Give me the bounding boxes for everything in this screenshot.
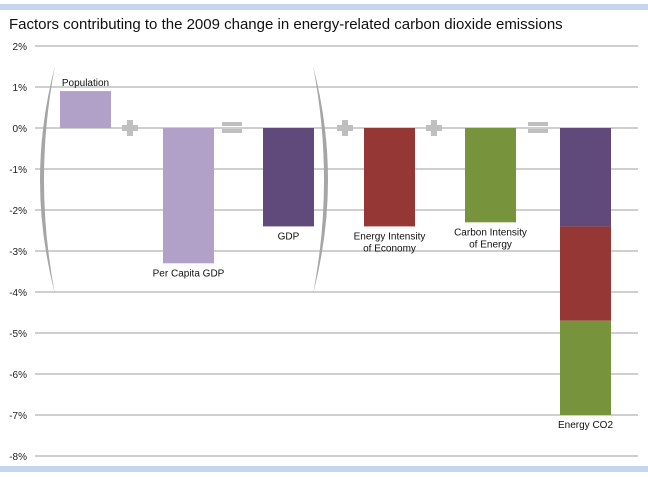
y-tick-label: -8% — [9, 452, 27, 463]
bar-label: Population — [62, 78, 109, 89]
y-tick-label: 1% — [13, 83, 28, 94]
bar-label: of Economy — [363, 243, 416, 254]
bar-label: of Energy — [469, 239, 512, 250]
bar-label: Energy Intensity — [354, 231, 426, 242]
plus-icon — [337, 120, 353, 136]
equals-icon — [222, 129, 242, 133]
plus-icon — [122, 120, 138, 136]
bar-segment — [163, 128, 214, 264]
top-band — [0, 4, 648, 10]
y-tick-label: 2% — [13, 42, 28, 53]
bar-label: Carbon Intensity — [454, 227, 527, 238]
y-tick-label: -5% — [9, 329, 27, 340]
chart-title: Factors contributing to the 2009 change … — [9, 16, 563, 33]
plus-icon — [426, 120, 442, 136]
bar-segment — [465, 128, 516, 223]
y-tick-label: -3% — [9, 247, 27, 258]
bar-label: GDP — [278, 231, 300, 242]
bar-segment — [560, 226, 611, 321]
bar-segment — [364, 128, 415, 227]
right-parenthesis — [313, 66, 328, 294]
bar-segment — [560, 320, 611, 415]
bar-label: Energy CO2 — [558, 420, 613, 431]
bar-label: Per Capita GDP — [153, 268, 225, 279]
y-tick-label: -7% — [9, 411, 27, 422]
y-tick-label: -4% — [9, 288, 27, 299]
bar-segment — [60, 91, 111, 128]
equals-icon — [528, 129, 548, 133]
y-tick-label: -2% — [9, 206, 27, 217]
bar-segment — [560, 128, 611, 227]
y-tick-label: -6% — [9, 370, 27, 381]
bar-segment — [263, 128, 314, 227]
equals-icon — [528, 122, 548, 126]
equals-icon — [222, 122, 242, 126]
y-tick-label: -1% — [9, 165, 27, 176]
left-parenthesis — [40, 66, 55, 294]
bottom-band — [0, 466, 648, 472]
y-tick-label: 0% — [13, 124, 28, 135]
